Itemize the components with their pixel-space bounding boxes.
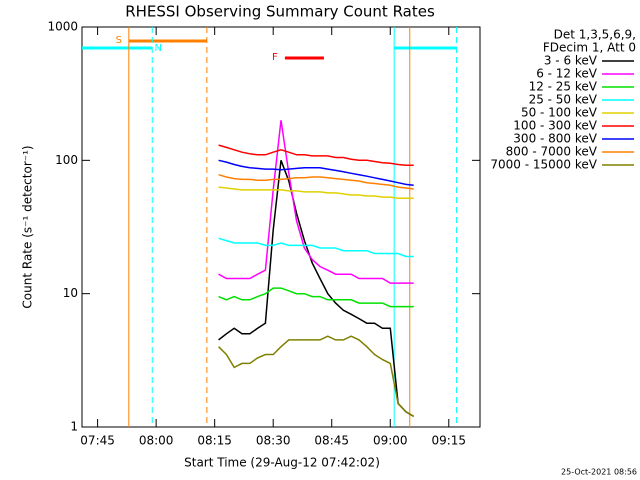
chart-title: RHESSI Observing Summary Count Rates bbox=[125, 3, 435, 21]
plot-frame bbox=[81, 26, 481, 428]
legend-label: 12 - 25 keV bbox=[529, 80, 598, 94]
x-tick-label: 09:00 bbox=[373, 434, 408, 448]
series-line bbox=[218, 159, 414, 187]
x-tick-label: 08:15 bbox=[197, 434, 232, 448]
y-tick-label: 10 bbox=[63, 286, 78, 300]
y-tick-label: 1000 bbox=[47, 20, 78, 34]
series-line bbox=[218, 120, 414, 284]
x-tick-label: 08:00 bbox=[139, 434, 174, 448]
series-line bbox=[218, 186, 414, 199]
legend-label: 25 - 50 keV bbox=[529, 93, 598, 107]
legend-label: 3 - 6 keV bbox=[544, 54, 598, 68]
y-tick-label: 100 bbox=[55, 153, 78, 167]
interval-label: N bbox=[154, 43, 161, 54]
legend-header: FDecim 1, Att 0 bbox=[543, 41, 636, 55]
series-line bbox=[218, 160, 415, 418]
legend-label: 800 - 7000 keV bbox=[506, 145, 598, 159]
series-line bbox=[218, 287, 414, 308]
legend-label: 100 - 300 keV bbox=[513, 119, 597, 133]
series-line bbox=[218, 335, 415, 418]
legend-label: 7000 - 15000 keV bbox=[490, 158, 597, 172]
x-tick-label: 08:30 bbox=[256, 434, 291, 448]
y-axis-label: Count Rate (s⁻¹ detector⁻¹) bbox=[21, 145, 35, 308]
interval-label: S bbox=[116, 35, 122, 46]
y-tick-label: 1 bbox=[70, 420, 78, 434]
series-line bbox=[218, 237, 414, 258]
legend-header: Det 1,3,5,6,9, bbox=[554, 28, 636, 42]
x-axis-label: Start Time (29-Aug-12 07:42:02) bbox=[184, 456, 380, 470]
interval-label: F bbox=[272, 52, 278, 63]
x-tick-label: 07:45 bbox=[80, 434, 115, 448]
footer: 25-Oct-2021 08:56 bbox=[561, 468, 637, 477]
x-tick-label: 09:15 bbox=[431, 434, 466, 448]
legend-label: 300 - 800 keV bbox=[513, 132, 597, 146]
series-line bbox=[218, 144, 414, 166]
x-tick-label: 08:45 bbox=[314, 434, 349, 448]
legend-label: 6 - 12 keV bbox=[536, 67, 598, 81]
series-line bbox=[218, 173, 414, 190]
legend-label: 50 - 100 keV bbox=[521, 106, 598, 120]
